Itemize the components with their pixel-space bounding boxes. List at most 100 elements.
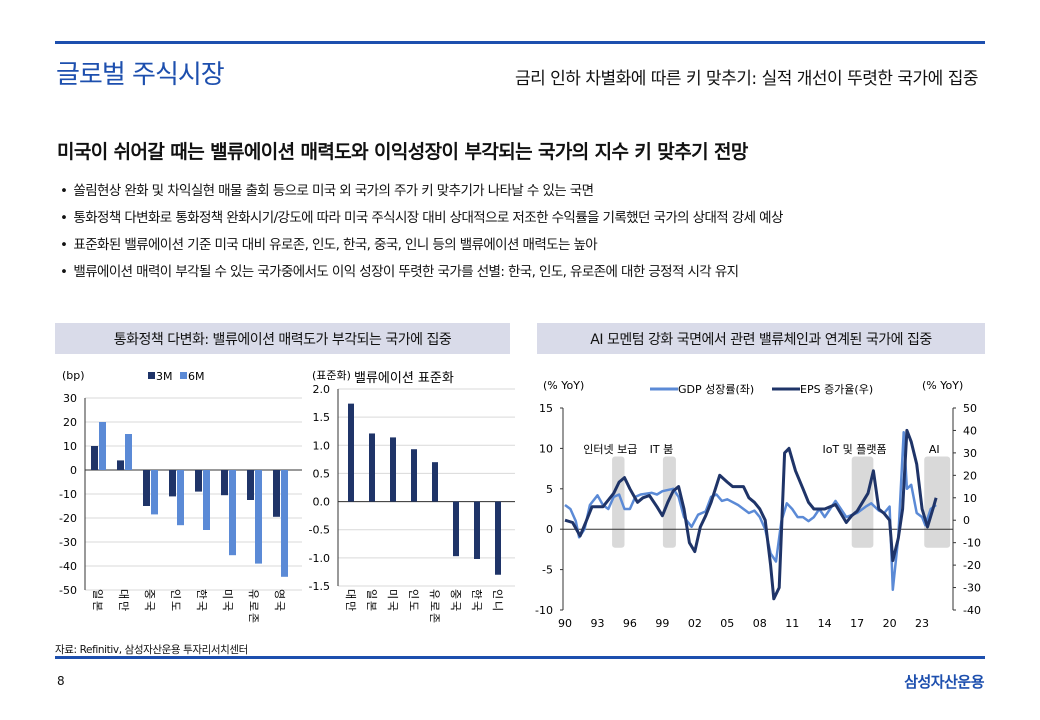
- y-right-tick-label: -40: [963, 604, 981, 617]
- bullet-item: 통화정책 다변화로 통화정책 완화시기/강도에 따라 미국 주식시장 대비 상대…: [60, 206, 783, 226]
- bar-3M: [221, 470, 228, 496]
- x-tick-label: 국: [221, 601, 234, 611]
- x-tick-label: 중: [143, 589, 156, 599]
- x-tick-label: 일: [365, 589, 379, 599]
- y-tick-label: -40: [59, 560, 77, 573]
- x-tick-label: 로: [428, 601, 441, 611]
- legend-label: GDP 성장률(좌): [678, 383, 754, 396]
- page-number: 8: [57, 674, 65, 688]
- x-tick-label: 국: [449, 601, 462, 611]
- shaded-period: [924, 456, 951, 548]
- left-panel-title: 통화정책 다변화: 밸류에이션 매력도가 부각되는 국가에 집중: [55, 323, 510, 354]
- x-tick-label: 영: [273, 589, 286, 599]
- x-tick-label: 인: [491, 589, 504, 599]
- y-tick-label: 30: [63, 392, 77, 405]
- bar-3M: [91, 446, 98, 470]
- y-left-tick-label: -10: [535, 604, 553, 617]
- x-tick-label: 본: [365, 601, 378, 611]
- source-note: 자료: Refinitiv, 삼성자산운용 투자리서치센터: [55, 644, 248, 656]
- x-tick-label: 국: [386, 601, 399, 611]
- annotation-label: IT 붐: [650, 443, 674, 456]
- chart-title: 밸류에이션 표준화: [354, 371, 454, 386]
- y-left-tick-label: 15: [539, 402, 553, 415]
- annotation-label: IoT 및 플랫폼: [822, 443, 886, 456]
- x-tick-label: 23: [915, 617, 929, 630]
- bar-3M: [273, 470, 280, 517]
- y-tick-label: -1.0: [309, 552, 330, 565]
- x-tick-label: 만: [344, 601, 357, 611]
- y-tick-label: -0.5: [309, 524, 330, 537]
- bar-valuation: [411, 449, 417, 502]
- bullet-item: 쏠림현상 완화 및 차익실현 매물 출회 등으로 미국 외 국가의 주가 키 맞…: [60, 179, 594, 199]
- x-tick-label: 미: [221, 589, 234, 599]
- y-left-tick-label: 5: [546, 483, 553, 496]
- top-rule: [55, 41, 985, 44]
- x-tick-label: 미: [386, 589, 399, 599]
- legend-swatch: [180, 372, 187, 379]
- y-axis-label: (bp): [62, 369, 85, 382]
- bar-valuation: [369, 433, 375, 502]
- bar-6M: [151, 470, 158, 515]
- y-tick-label: -30: [59, 536, 77, 549]
- y-tick-label: 0.0: [313, 496, 331, 509]
- bullet-item: 밸류에이션 매력이 부각될 수 있는 국가중에서도 이익 성장이 뚜렷한 국가를…: [60, 260, 739, 280]
- y-tick-label: 0: [70, 464, 77, 477]
- x-tick-label: 08: [753, 617, 767, 630]
- x-tick-label: 14: [818, 617, 832, 630]
- y-left-label: (% YoY): [543, 379, 584, 392]
- x-tick-label: 로: [247, 601, 260, 611]
- x-tick-label: 존: [428, 613, 441, 623]
- bar-valuation: [474, 501, 480, 559]
- x-tick-label: 02: [688, 617, 702, 630]
- x-tick-label: 니: [491, 601, 504, 611]
- x-tick-label: 93: [590, 617, 604, 630]
- y-right-tick-label: -10: [963, 537, 981, 550]
- y-right-tick-label: 10: [963, 492, 977, 505]
- y-right-tick-label: 0: [963, 514, 970, 527]
- bar-6M: [177, 470, 184, 526]
- y-axis-label: (표준화): [312, 369, 351, 382]
- x-tick-label: 한: [470, 589, 483, 599]
- y-right-tick-label: 30: [963, 447, 977, 460]
- x-tick-label: 국: [470, 601, 483, 611]
- bar-3M: [247, 470, 254, 500]
- line-gdp: [564, 430, 937, 592]
- x-tick-label: 국: [195, 601, 208, 611]
- y-right-label: (% YoY): [922, 379, 963, 392]
- x-tick-label: 05: [720, 617, 734, 630]
- y-right-tick-label: 40: [963, 424, 977, 437]
- y-tick-label: 1.5: [313, 411, 331, 424]
- x-tick-label: 국: [273, 601, 286, 611]
- right-panel-title: AI 모멘텀 강화 국면에서 관련 밸류체인과 연계된 국가에 집중: [537, 323, 985, 354]
- x-tick-label: 유: [428, 589, 441, 599]
- annotation-label: AI: [929, 443, 940, 456]
- x-tick-label: 인: [169, 589, 182, 599]
- bar-6M: [125, 434, 132, 470]
- page-title: 글로벌 주식시장: [56, 60, 225, 90]
- x-tick-label: 만: [117, 601, 130, 611]
- bar-6M: [255, 470, 262, 564]
- bar-valuation: [390, 437, 396, 502]
- bar-6M: [281, 470, 288, 577]
- bar-valuation: [495, 501, 501, 575]
- y-right-tick-label: -20: [963, 559, 981, 572]
- legend-swatch: [148, 372, 155, 379]
- y-tick-label: -50: [59, 584, 77, 597]
- x-tick-label: 일: [91, 589, 105, 599]
- x-tick-label: 대: [344, 589, 357, 599]
- y-tick-label: -20: [59, 512, 77, 525]
- y-tick-label: 10: [63, 440, 77, 453]
- y-tick-label: 1.0: [313, 439, 331, 452]
- x-tick-label: 96: [623, 617, 637, 630]
- bar-6M: [99, 422, 106, 470]
- x-tick-label: 존: [247, 613, 260, 623]
- page-subtitle: 금리 인하 차별화에 따른 키 맞추기: 실적 개선이 뚜렷한 국가에 집중: [514, 69, 979, 89]
- line-eps: [564, 428, 938, 601]
- bar-3M: [169, 470, 176, 497]
- bar-valuation: [432, 462, 438, 502]
- y-right-tick-label: 20: [963, 469, 977, 482]
- y-tick-label: -1.5: [309, 580, 330, 593]
- legend-label: 3M: [156, 370, 173, 383]
- x-tick-label: 도: [169, 601, 182, 611]
